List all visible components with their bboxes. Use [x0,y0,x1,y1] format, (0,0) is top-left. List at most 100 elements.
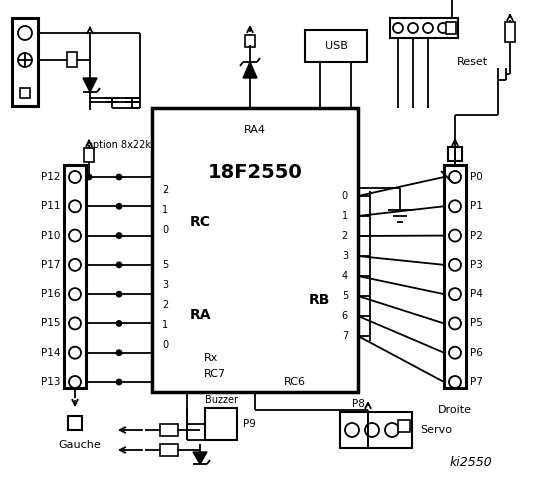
Circle shape [393,23,403,33]
Bar [444,165,466,388]
Text: 6: 6 [342,311,348,321]
Circle shape [117,204,122,209]
Text: RC: RC [190,215,211,229]
Text: Gauche: Gauche [59,440,101,450]
Text: P8: P8 [352,399,364,409]
Text: RC7: RC7 [204,369,226,379]
Circle shape [117,350,122,355]
Text: ki2550: ki2550 [450,456,493,468]
Circle shape [438,23,448,33]
Text: P6: P6 [470,348,483,358]
Text: P2: P2 [470,230,483,240]
Text: 0: 0 [342,191,348,201]
Circle shape [69,259,81,271]
Bar [390,18,458,38]
Polygon shape [193,452,207,464]
Text: P10: P10 [40,230,60,240]
Bar [160,444,178,456]
Bar [84,148,94,162]
Text: option 8x22k: option 8x22k [87,140,151,150]
Circle shape [117,233,122,238]
Circle shape [86,175,91,180]
Circle shape [449,288,461,300]
Bar [67,52,77,67]
Text: RC6: RC6 [284,377,306,387]
Circle shape [345,423,359,437]
Text: Reset: Reset [457,57,488,67]
Bar [398,420,410,432]
Circle shape [117,321,122,326]
Circle shape [69,200,81,212]
Polygon shape [243,62,257,78]
Text: Servo: Servo [420,425,452,435]
Bar [12,18,38,106]
Circle shape [117,175,122,180]
Circle shape [117,263,122,267]
Circle shape [69,288,81,300]
Text: 1: 1 [342,211,348,221]
Text: P11: P11 [40,201,60,211]
Text: 5: 5 [342,291,348,301]
Circle shape [69,171,81,183]
Circle shape [365,423,379,437]
Circle shape [449,200,461,212]
Circle shape [69,317,81,329]
Text: 7: 7 [342,331,348,341]
Circle shape [18,53,32,67]
Text: P16: P16 [40,289,60,299]
Circle shape [18,26,32,40]
Text: P7: P7 [470,377,483,387]
Circle shape [408,23,418,33]
Text: 1: 1 [162,320,168,330]
Bar [205,408,237,440]
Text: 0: 0 [162,225,168,235]
Text: 5: 5 [162,260,168,270]
Circle shape [449,347,461,359]
Text: Droite: Droite [438,405,472,415]
Text: 2: 2 [162,185,168,195]
Text: P9: P9 [243,419,255,429]
Circle shape [117,292,122,297]
Text: P14: P14 [40,348,60,358]
Bar [152,108,358,392]
Text: P15: P15 [40,318,60,328]
Text: P4: P4 [470,289,483,299]
Bar [446,22,456,34]
Circle shape [69,376,81,388]
Circle shape [385,423,399,437]
Text: Buzzer: Buzzer [205,395,237,405]
Text: 3: 3 [162,280,168,290]
Bar [245,35,255,47]
Text: P3: P3 [470,260,483,270]
Circle shape [449,376,461,388]
Polygon shape [83,78,97,92]
Text: 0: 0 [162,340,168,350]
Bar [340,412,412,448]
Text: USB: USB [325,41,347,51]
Text: RA4: RA4 [244,125,266,135]
Text: P5: P5 [470,318,483,328]
Text: RA: RA [190,308,211,322]
Bar [68,416,82,430]
Circle shape [449,229,461,241]
Text: P1: P1 [470,201,483,211]
Text: P13: P13 [40,377,60,387]
Text: 1: 1 [162,205,168,215]
Text: P17: P17 [40,260,60,270]
Bar [305,30,367,62]
Bar [160,424,178,436]
Circle shape [449,317,461,329]
Bar [448,147,462,161]
Circle shape [117,380,122,384]
Text: 2: 2 [342,231,348,241]
Text: 2: 2 [162,300,168,310]
Bar [505,22,515,42]
Text: 4: 4 [342,271,348,281]
Text: 3: 3 [342,251,348,261]
Text: P0: P0 [470,172,483,182]
Bar [20,88,30,98]
Circle shape [69,229,81,241]
Circle shape [449,171,461,183]
Circle shape [423,23,433,33]
Circle shape [449,259,461,271]
